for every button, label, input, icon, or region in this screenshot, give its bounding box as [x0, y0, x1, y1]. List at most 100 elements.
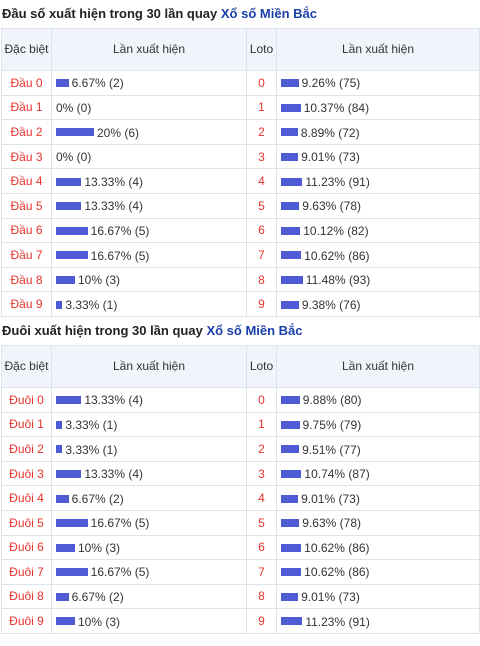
frequency-bar: [56, 543, 75, 552]
loto-frequency-bar: [281, 128, 298, 137]
frequency-text: 16.67% (5): [90, 248, 150, 263]
digit-label: Đuôi 9: [1, 608, 52, 634]
digit-label: Đầu 5: [1, 192, 52, 219]
section-title: Đuôi xuất hiện trong 30 lần quay Xổ số M…: [0, 317, 480, 345]
frequency-text: 13.33% (4): [84, 466, 144, 481]
loto-number: 4: [246, 485, 277, 511]
loto-frequency-cell: 11.23% (91): [276, 608, 480, 634]
frequency-cell: 3.33% (1): [51, 411, 247, 438]
loto-number: 5: [246, 192, 277, 219]
frequency-text: 6.67% (2): [71, 589, 124, 604]
loto-number: 1: [246, 411, 277, 438]
loto-frequency-cell: 8.89% (72): [276, 119, 480, 145]
loto-frequency-bar: [281, 469, 302, 478]
loto-frequency-text: 11.23% (91): [305, 174, 370, 189]
frequency-text: 16.67% (5): [90, 516, 150, 531]
table-row: Đuôi 4 6.67% (2) 4 9.01% (73): [1, 485, 480, 511]
header-count: Lần xuất hiện: [51, 28, 247, 71]
table-row: Đuôi 1 3.33% (1) 1 9.75% (79): [1, 411, 480, 438]
loto-frequency-text: 9.63% (78): [302, 199, 361, 214]
frequency-bar: [56, 617, 75, 626]
loto-frequency-bar: [281, 543, 302, 552]
frequency-cell: 13.33% (4): [51, 460, 247, 487]
loto-number: 7: [246, 242, 277, 268]
digit-label: Đầu 4: [1, 168, 52, 194]
frequency-bar: [56, 420, 63, 429]
header-loto-count: Lần xuất hiện: [276, 344, 480, 388]
section-title-text: Đuôi xuất hiện trong 30 lần quay: [2, 322, 203, 338]
loto-frequency-text: 9.63% (78): [302, 516, 361, 531]
frequency-bar: [56, 79, 69, 88]
loto-frequency-cell: 9.01% (73): [276, 583, 480, 610]
header-loto: Loto: [246, 28, 277, 71]
loto-frequency-cell: 9.63% (78): [276, 509, 480, 536]
digit-label: Đầu 1: [1, 94, 52, 121]
loto-frequency-text: 10.37% (84): [303, 100, 370, 115]
table-row: Đuôi 0 13.33% (4) 0 9.88% (80): [1, 386, 480, 413]
frequency-cell: 10% (3): [51, 534, 247, 561]
lottery-link[interactable]: Xổ số Miền Bắc: [206, 322, 303, 338]
frequency-text: 10% (3): [78, 614, 121, 629]
loto-frequency-text: 10.12% (82): [303, 223, 369, 238]
loto-number: 9: [246, 291, 277, 317]
loto-frequency-text: 9.01% (73): [301, 589, 360, 604]
loto-frequency-bar: [281, 79, 299, 88]
loto-frequency-cell: 9.38% (76): [276, 291, 480, 317]
header-special: Đặc biệt: [1, 344, 52, 388]
digit-label: Đầu 8: [1, 266, 52, 293]
loto-frequency-text: 10.74% (87): [304, 466, 370, 481]
digit-label: Đuôi 2: [1, 436, 52, 462]
head-frequency-section: Đầu số xuất hiện trong 30 lần quay Xổ số…: [0, 0, 480, 317]
frequency-bar: [56, 568, 88, 577]
loto-frequency-text: 9.01% (73): [301, 149, 360, 164]
loto-frequency-text: 11.48% (93): [305, 272, 371, 287]
frequency-cell: 3.33% (1): [51, 436, 247, 462]
digit-label: Đuôi 7: [1, 559, 52, 585]
table-row: Đuôi 3 13.33% (4) 3 10.74% (87): [1, 460, 480, 487]
frequency-bar: [56, 251, 88, 260]
frequency-cell: 10% (3): [51, 608, 247, 634]
loto-number: 8: [246, 266, 277, 293]
header-count: Lần xuất hiện: [51, 344, 247, 388]
loto-frequency-cell: 10.62% (86): [276, 242, 480, 268]
loto-number: 6: [246, 217, 277, 244]
digit-label: Đầu 9: [1, 291, 52, 317]
frequency-table: Đặc biệt Lần xuất hiện Loto Lần xuất hiện Đu…: [1, 344, 480, 634]
loto-frequency-text: 10.62% (86): [304, 248, 370, 263]
frequency-text: 13.33% (4): [84, 393, 144, 408]
loto-frequency-text: 9.75% (79): [302, 417, 362, 432]
tail-frequency-section: Đuôi xuất hiện trong 30 lần quay Xổ số M…: [0, 317, 480, 634]
table-row: Đầu 7 16.67% (5) 7 10.62% (86): [1, 242, 480, 268]
digit-label: Đuôi 1: [1, 411, 52, 438]
table-row: Đuôi 7 16.67% (5) 7 10.62% (86): [1, 559, 480, 585]
loto-number: 6: [246, 534, 277, 561]
frequency-bar: [56, 128, 94, 137]
header-loto-count: Lần xuất hiện: [276, 28, 480, 71]
table-row: Đuôi 8 6.67% (2) 8 9.01% (73): [1, 583, 480, 610]
loto-frequency-text: 9.26% (75): [301, 76, 361, 91]
loto-frequency-bar: [281, 251, 302, 260]
loto-frequency-cell: 9.01% (73): [276, 143, 480, 170]
digit-label: Đuôi 6: [1, 534, 52, 561]
frequency-text: 0% (0): [56, 100, 92, 115]
lottery-link[interactable]: Xổ số Miền Bắc: [220, 6, 317, 21]
frequency-bar: [56, 592, 69, 601]
loto-frequency-cell: 11.23% (91): [276, 168, 480, 194]
loto-frequency-cell: 9.51% (77): [276, 436, 480, 462]
frequency-cell: 16.67% (5): [51, 509, 247, 536]
frequency-bar: [56, 177, 82, 186]
frequency-cell: 3.33% (1): [51, 291, 247, 317]
frequency-text: 10% (3): [78, 540, 121, 555]
loto-frequency-text: 11.23% (91): [305, 614, 370, 629]
loto-frequency-bar: [281, 592, 299, 601]
loto-frequency-cell: 10.62% (86): [276, 559, 480, 585]
loto-frequency-bar: [281, 202, 300, 211]
frequency-bar: [56, 519, 88, 528]
frequency-cell: 6.67% (2): [51, 70, 247, 96]
loto-frequency-bar: [281, 396, 300, 405]
frequency-bar: [56, 494, 69, 503]
digit-label: Đuôi 5: [1, 509, 52, 536]
frequency-text: 13.33% (4): [84, 199, 144, 214]
table-row: Đầu 5 13.33% (4) 5 9.63% (78): [1, 192, 480, 219]
frequency-text: 3.33% (1): [65, 297, 118, 312]
